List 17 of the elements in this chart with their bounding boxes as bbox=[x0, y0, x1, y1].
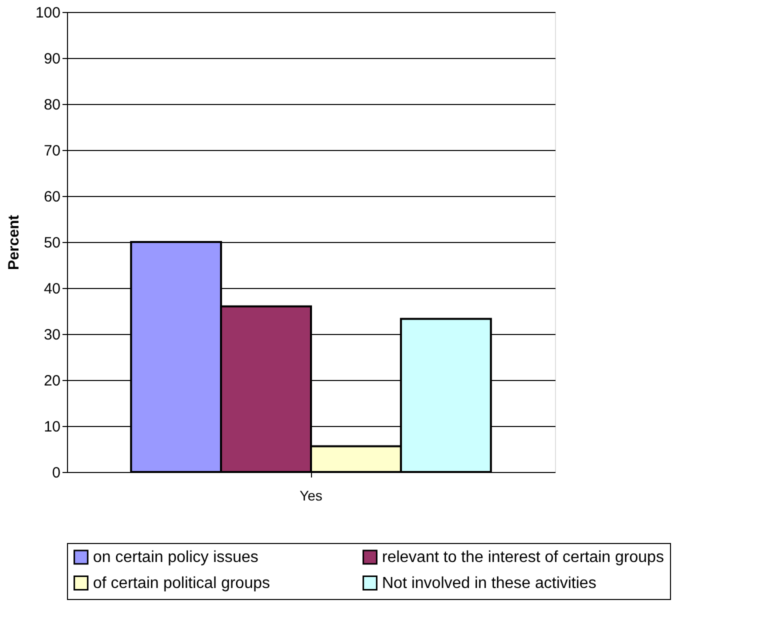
x-tick-label: Yes bbox=[300, 488, 322, 504]
y-tick-label: 60 bbox=[44, 188, 60, 206]
y-tick-label: 30 bbox=[44, 326, 60, 344]
y-tick-label: 20 bbox=[44, 372, 60, 390]
legend-label: relevant to the interest of certain groups bbox=[382, 549, 664, 566]
y-tick-label: 70 bbox=[44, 142, 60, 160]
y-tick-label: 90 bbox=[44, 50, 60, 68]
y-tick-label: 10 bbox=[44, 418, 60, 436]
y-tick-label: 100 bbox=[35, 4, 60, 22]
legend-label: of certain political groups bbox=[93, 575, 270, 592]
y-tick-label: 0 bbox=[52, 464, 60, 482]
y-axis-title: Percent bbox=[5, 214, 22, 270]
legend-label: on certain policy issues bbox=[93, 549, 258, 566]
y-tick-label: 80 bbox=[44, 96, 60, 114]
legend-label: Not involved in these activities bbox=[382, 575, 596, 592]
y-tick-label: 50 bbox=[44, 234, 60, 252]
y-tick-label: 40 bbox=[44, 280, 60, 298]
